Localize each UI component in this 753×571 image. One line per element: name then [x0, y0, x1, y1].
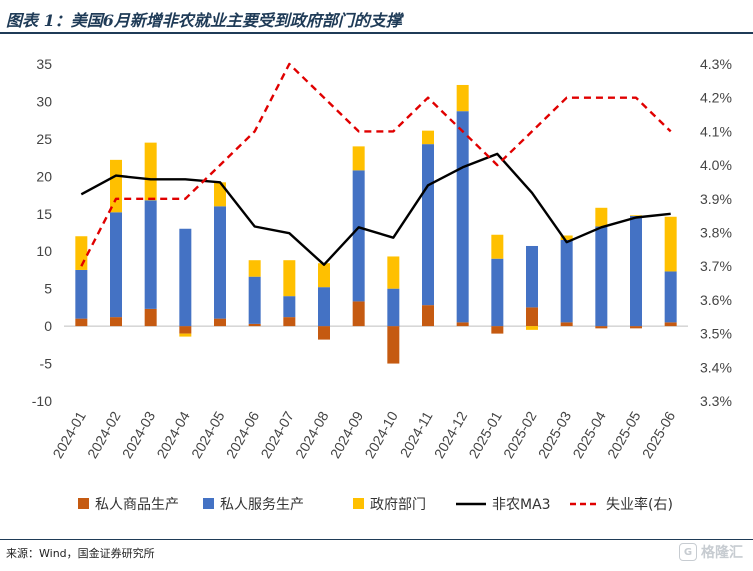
y-left-tick-label: 15: [36, 206, 52, 222]
bar-segment: [110, 317, 122, 327]
y-right-tick-label: 3.6%: [700, 292, 732, 308]
bar-segment: [179, 333, 192, 337]
legend-label: 失业率(右): [606, 496, 673, 513]
y-right-tick-label: 4.2%: [700, 90, 732, 106]
y-right-tick-label: 3.4%: [700, 359, 732, 375]
bar-segment: [318, 326, 330, 340]
bar-segment: [248, 260, 261, 277]
bar-segment: [283, 296, 296, 318]
bar-segment: [456, 111, 469, 323]
bar-segment: [560, 235, 573, 240]
bar-segment: [283, 260, 296, 297]
bar-segment: [144, 200, 157, 309]
unemployment-rate-line: [80, 62, 672, 267]
y-left-tick-label: -5: [40, 356, 53, 372]
legend-label: 非农MA3: [492, 497, 551, 513]
bar-segment: [352, 146, 365, 171]
bar-segment: [179, 326, 192, 334]
bar-segment: [491, 326, 504, 334]
x-tick-label: 2024-11: [397, 408, 436, 460]
bar-segment: [110, 212, 122, 318]
bar-segment: [283, 317, 296, 327]
bar-segment: [422, 130, 434, 145]
y-right-tick-label: 3.7%: [700, 258, 732, 274]
bar-segment: [560, 239, 573, 323]
bar-segment: [75, 269, 88, 319]
bar-segment: [664, 216, 677, 272]
y-right-tick-label: 4.3%: [700, 56, 732, 72]
bar-segment: [630, 215, 642, 217]
footer-rule: [0, 539, 753, 540]
chart: -10 -5 0 5 10 15 20 25 30 35 3.3% 3.4% 3.5% 3.6% 3.7% 3…: [32, 56, 732, 513]
bar-segment: [144, 142, 157, 201]
bar-segment: [456, 322, 469, 327]
watermark-logo-icon: G: [679, 543, 697, 561]
bar-segment: [214, 182, 226, 207]
bar-segment: [144, 308, 157, 327]
bar-segment: [387, 256, 400, 289]
bar-segment: [214, 318, 226, 327]
y-left-tick-label: 0: [44, 318, 52, 334]
y-left-tick-label: 10: [36, 243, 52, 259]
legend-swatch: [78, 498, 89, 509]
watermark-text: 格隆汇: [701, 545, 743, 561]
legend-swatch: [353, 498, 364, 509]
x-tick-label: 2025-06: [639, 408, 679, 461]
bar-segment: [248, 323, 261, 327]
y-right-tick-label: 3.3%: [700, 393, 732, 409]
y-right-tick-label: 4.0%: [700, 157, 732, 173]
bar-segment: [179, 228, 192, 327]
y-left-tick-label: 20: [36, 168, 52, 184]
chart-title: 图表 1：美国6月新增非农就业主要受到政府部门的支撑: [6, 11, 402, 30]
y-left-tick-label: 35: [36, 56, 52, 72]
source-note: 来源：Wind，国金证券研究所: [6, 547, 155, 560]
nonfarm-ma3-line: [80, 152, 671, 266]
bar-segment: [664, 322, 677, 327]
bar-segment: [526, 307, 538, 327]
watermark: G 格隆汇: [679, 542, 743, 562]
title-rule: [0, 32, 753, 34]
bar-segment: [664, 271, 677, 323]
bar-segment: [318, 287, 330, 327]
bar-segment: [387, 326, 400, 364]
y-left-tick-label: -10: [32, 393, 52, 409]
y-right-tick-label: 3.9%: [700, 191, 732, 207]
y-right-tick-label: 4.1%: [700, 123, 732, 139]
legend-label: 政府部门: [370, 497, 426, 513]
bar-segment: [214, 206, 226, 319]
legend-label: 私人服务生产: [220, 497, 304, 513]
bar-segment: [526, 326, 538, 330]
bar-segment: [456, 84, 469, 112]
bar-segment: [422, 144, 434, 306]
bar-segment: [75, 318, 88, 327]
y-left-tick-label: 30: [36, 93, 52, 109]
bar-segment: [595, 326, 608, 329]
bar-segment: [560, 322, 573, 327]
y-right-tick-label: 3.5%: [700, 326, 732, 342]
bar-segment: [526, 245, 538, 308]
bar-segment: [491, 234, 504, 259]
bar-segment: [352, 170, 365, 302]
x-tick-label: 2024-10: [361, 408, 401, 461]
bar-segment: [422, 305, 434, 327]
y-right-tick-label: 3.8%: [700, 225, 732, 241]
bar-segment: [491, 258, 504, 327]
bar-segment: [318, 263, 330, 288]
bar-segment: [352, 301, 365, 327]
bar-segment: [110, 159, 122, 213]
title-bar: 图表 1：美国6月新增非农就业主要受到政府部门的支撑: [0, 0, 753, 34]
legend-swatch: [203, 498, 214, 509]
bar-segment: [387, 288, 400, 327]
bar-segment: [595, 226, 608, 327]
bar-segment: [630, 326, 642, 329]
y-left-tick-label: 5: [44, 281, 52, 297]
bar-segment: [630, 216, 642, 327]
bar-segment: [248, 276, 261, 324]
bar-segment: [595, 207, 608, 227]
legend-label: 私人商品生产: [95, 497, 179, 513]
y-left-tick-label: 25: [36, 131, 52, 147]
